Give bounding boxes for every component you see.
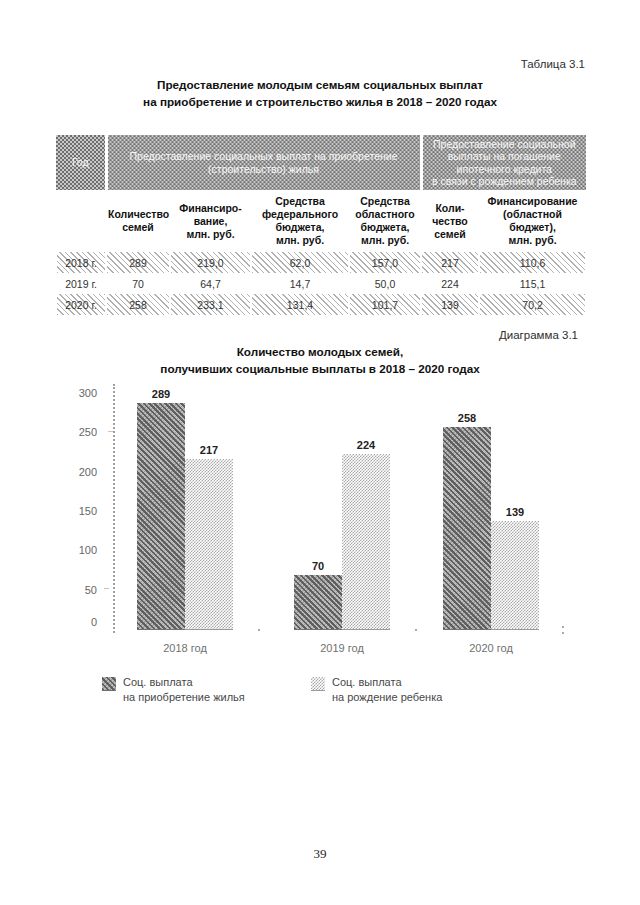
table-title-line2: на приобретение и строительство жилья в …	[0, 93, 640, 110]
cell-value: 50,0	[349, 273, 421, 294]
bar-group-2020: 258 139	[443, 427, 539, 630]
cell-value: 101,7	[349, 294, 421, 315]
bar-chart: 0 50 100 150 200 250 300 289 217 70 224 258 13…	[0, 380, 640, 680]
cell-value: 289	[106, 252, 170, 273]
y-axis-tick-label: 0	[55, 616, 97, 628]
table-row-2020: 2020 г. 258 233,1 131,4 101,7 139 70,2	[56, 294, 586, 315]
x-axis-label-2019: 2019 год	[292, 642, 392, 654]
table-title: Предоставление молодым семьям социальных…	[0, 76, 640, 110]
cell-value: 139	[421, 294, 479, 315]
chart-title-line2: получивших социальные выплаты в 2018 – 2…	[0, 360, 640, 377]
cell-value: 110,6	[479, 252, 586, 273]
legend-swatch-light-dots	[311, 677, 325, 691]
y-axis-tick-label: 300	[55, 387, 97, 399]
cell-value: 131,4	[251, 294, 349, 315]
bar-value-label: 258	[431, 412, 503, 424]
bar-value-label: 289	[125, 388, 197, 400]
header-year: Год	[56, 135, 106, 190]
bar-group-2018: 289 217	[137, 403, 233, 630]
cell-value: 224	[421, 273, 479, 294]
y-axis-tick-label: 100	[55, 544, 97, 556]
cell-year: 2019 г.	[56, 273, 106, 294]
cell-value: 217	[421, 252, 479, 273]
y-axis-tick-label: 200	[55, 466, 97, 478]
axis-tick-mark	[108, 431, 113, 432]
legend-entry-housing: Соц. выплата на приобретение жилья	[102, 676, 245, 705]
axis-tick-mark	[104, 588, 109, 589]
bar-2020-housing: 258	[443, 427, 491, 630]
col-financing: Финансиро- вание, млн. руб.	[170, 190, 251, 252]
legend-entry-childbirth: Соц. выплата на рождение ребенка	[311, 676, 442, 705]
bar-value-label: 139	[479, 506, 551, 518]
y-axis-line	[113, 384, 115, 633]
diagram-caption: Диаграмма 3.1	[499, 329, 578, 341]
bar-2018-housing: 289	[137, 403, 185, 630]
cell-value: 64,7	[170, 273, 251, 294]
table-row-2018: 2018 г. 289 219,0 62,0 157,0 217 110,6	[56, 252, 586, 273]
cell-value: 258	[106, 294, 170, 315]
y-axis-tick-label: 250	[55, 426, 97, 438]
y-axis-tick-label: 150	[55, 505, 97, 517]
bar-2019-housing: 70	[294, 575, 342, 630]
table-group-header-row: Год Предоставление социальных выплат на …	[56, 135, 586, 190]
bar-2020-childbirth: 139	[491, 521, 539, 630]
cell-value: 14,7	[251, 273, 349, 294]
page-number: 39	[0, 846, 640, 862]
col-regional-budget: Средства областного бюджета, млн. руб.	[349, 190, 421, 252]
cell-year: 2018 г.	[56, 252, 106, 273]
axis-tick-mark	[258, 629, 260, 631]
cell-value: 157,0	[349, 252, 421, 273]
cell-value: 219,0	[170, 252, 251, 273]
y-axis-tick-label: 50	[55, 584, 97, 596]
header-group-mortgage: Предоставление социальной выплаты на пог…	[421, 135, 586, 190]
table-row-2019: 2019 г. 70 64,7 14,7 50,0 224 115,1	[56, 273, 586, 294]
cell-value: 233,1	[170, 294, 251, 315]
bar-group-2019: 70 224	[294, 454, 390, 630]
legend-label-childbirth: Соц. выплата на рождение ребенка	[332, 675, 442, 705]
table-caption: Таблица 3.1	[521, 58, 585, 70]
header-group-housing: Предоставление социальных выплат на прио…	[106, 135, 421, 190]
axis-tick-mark	[415, 629, 417, 631]
legend-label-housing: Соц. выплата на приобретение жилья	[123, 675, 245, 705]
axis-tick-mark	[562, 626, 564, 628]
col-families-count: Количество семей	[106, 190, 170, 252]
cell-value: 115,1	[479, 273, 586, 294]
x-axis-label-2018: 2018 год	[135, 642, 235, 654]
col-federal-budget: Средства федерального бюджета, млн. руб.	[251, 190, 349, 252]
cell-year: 2020 г.	[56, 294, 106, 315]
payments-table: Год Предоставление социальных выплат на …	[55, 135, 587, 315]
bar-2019-childbirth: 224	[342, 454, 390, 630]
cell-value: 70	[106, 273, 170, 294]
header-empty	[56, 190, 106, 252]
bar-2018-childbirth: 217	[185, 459, 233, 630]
cell-value: 62,0	[251, 252, 349, 273]
x-axis-label-2020: 2020 год	[441, 642, 541, 654]
bar-value-label: 224	[330, 439, 402, 451]
legend-swatch-dark-hatch	[102, 677, 116, 691]
table-title-line1: Предоставление молодым семьям социальных…	[0, 76, 640, 93]
chart-title-line1: Количество молодых семей,	[0, 343, 640, 360]
table-subheader-row: Количество семей Финансиро- вание, млн. …	[56, 190, 586, 252]
col-financing-regional: Финансирование (областной бюджет), млн. …	[479, 190, 586, 252]
chart-title: Количество молодых семей, получивших соц…	[0, 343, 640, 377]
cell-value: 70,2	[479, 294, 586, 315]
col-families-count-2: Коли- чество семей	[421, 190, 479, 252]
bar-value-label: 217	[173, 444, 245, 456]
